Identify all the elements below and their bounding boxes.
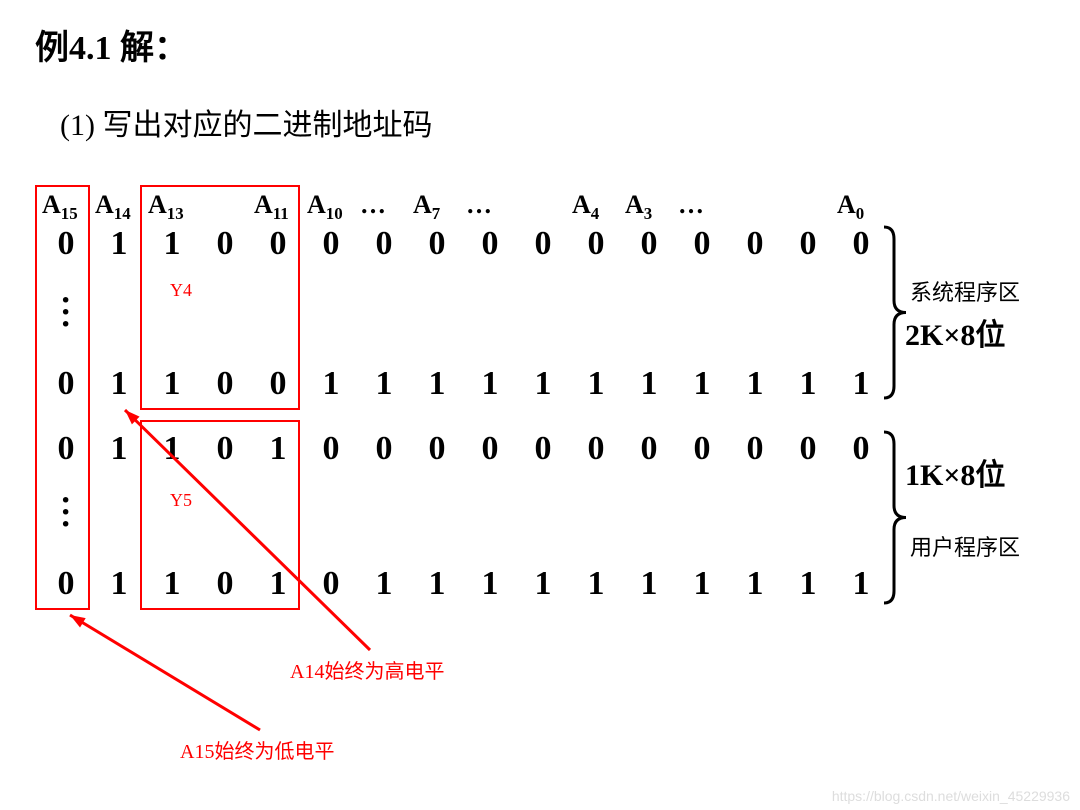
bit-3-14: 1 [784, 565, 832, 603]
bit-0-7: 0 [413, 225, 461, 263]
bit-0-11: 0 [625, 225, 673, 263]
header-7: A7 [413, 190, 440, 224]
bit-0-10: 0 [572, 225, 620, 263]
example-title: 例4.1 解： [35, 20, 188, 69]
side-label-1: 2K×8位 [905, 310, 1005, 354]
bit-0-12: 0 [678, 225, 726, 263]
bit-2-15: 0 [837, 430, 885, 468]
bit-3-8: 1 [466, 565, 514, 603]
bit-1-13: 1 [731, 365, 779, 403]
arrow-1 [55, 600, 275, 745]
bit-2-14: 0 [784, 430, 832, 468]
subtitle: (1) 写出对应的二进制地址码 [60, 100, 432, 144]
header-5: A10 [307, 190, 343, 224]
header-12: … [678, 190, 704, 220]
bit-2-11: 0 [625, 430, 673, 468]
side-label-0: 系统程序区 [910, 275, 1020, 307]
bit-3-9: 1 [519, 565, 567, 603]
header-15: A0 [837, 190, 864, 224]
bit-1-9: 1 [519, 365, 567, 403]
side-label-2: 1K×8位 [905, 450, 1005, 494]
bit-1-10: 1 [572, 365, 620, 403]
header-6: … [360, 190, 386, 220]
bit-0-14: 0 [784, 225, 832, 263]
bit-0-9: 0 [519, 225, 567, 263]
bit-2-10: 0 [572, 430, 620, 468]
bit-1-11: 1 [625, 365, 673, 403]
highlight-box-1 [140, 185, 300, 410]
bit-3-12: 1 [678, 565, 726, 603]
header-8: … [466, 190, 492, 220]
watermark: https://blog.csdn.net/weixin_45229936 [832, 788, 1070, 804]
bit-1-15: 1 [837, 365, 885, 403]
bit-0-15: 0 [837, 225, 885, 263]
bit-1-14: 1 [784, 365, 832, 403]
highlight-box-0 [35, 185, 90, 610]
bit-2-8: 0 [466, 430, 514, 468]
bit-2-13: 0 [731, 430, 779, 468]
bit-3-11: 1 [625, 565, 673, 603]
header-11: A3 [625, 190, 652, 224]
bit-1-12: 1 [678, 365, 726, 403]
side-label-3: 用户程序区 [910, 530, 1020, 562]
annotation-0: Y4 [170, 280, 192, 301]
bit-0-5: 0 [307, 225, 355, 263]
bit-3-13: 1 [731, 565, 779, 603]
bit-3-15: 1 [837, 565, 885, 603]
bit-1-7: 1 [413, 365, 461, 403]
bit-0-1: 1 [95, 225, 143, 263]
bit-0-6: 0 [360, 225, 408, 263]
bit-1-8: 1 [466, 365, 514, 403]
bit-0-13: 0 [731, 225, 779, 263]
bit-2-12: 0 [678, 430, 726, 468]
bit-3-10: 1 [572, 565, 620, 603]
header-10: A4 [572, 190, 599, 224]
bit-3-7: 1 [413, 565, 461, 603]
bit-0-8: 0 [466, 225, 514, 263]
header-1: A14 [95, 190, 131, 224]
bit-2-9: 0 [519, 430, 567, 468]
bit-2-7: 0 [413, 430, 461, 468]
